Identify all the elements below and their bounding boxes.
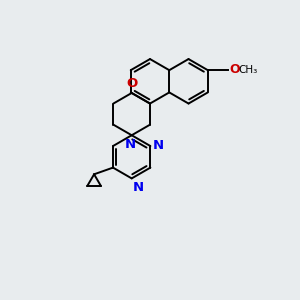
Text: O: O	[230, 63, 240, 76]
Text: CH₃: CH₃	[238, 64, 258, 74]
Text: N: N	[153, 139, 164, 152]
Text: O: O	[126, 77, 137, 90]
Text: N: N	[124, 138, 136, 151]
Text: N: N	[133, 181, 144, 194]
